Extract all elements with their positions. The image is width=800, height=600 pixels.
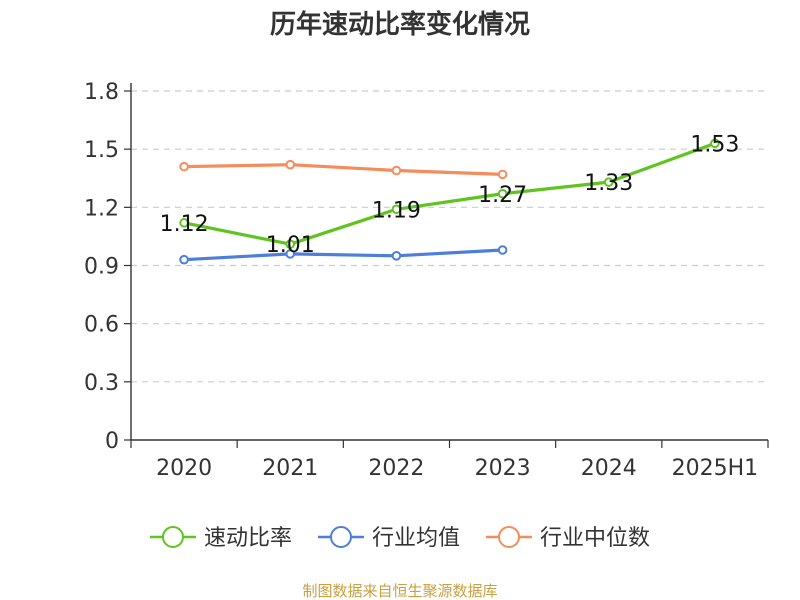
source-note: 制图数据来自恒生聚源数据库 [302, 582, 497, 600]
data-point [391, 251, 402, 261]
data-point [179, 254, 189, 265]
legend[interactable]: 速动比率 行业均值 行业中位数 [149, 526, 650, 551]
data-point [285, 239, 296, 249]
y-tick-label: 1.8 [84, 80, 119, 105]
x-tick-label: 2021 [262, 456, 318, 481]
data-point [710, 138, 720, 149]
y-tick-label: 0.3 [84, 371, 119, 396]
y-tick-label: 1.5 [84, 138, 119, 163]
data-point [179, 161, 189, 172]
series-line [182, 248, 505, 262]
legend-item[interactable]: 行业均值 [317, 526, 460, 551]
data-point [497, 188, 508, 199]
x-tick-label: 2025H1 [672, 456, 759, 481]
chart-title: 历年速动比率变化情况 [270, 9, 530, 40]
x-tick-label: 2023 [475, 456, 531, 481]
data-label: 1.01 [266, 233, 315, 258]
data-point [391, 204, 402, 215]
legend-marker [161, 526, 184, 548]
data-label: 1.12 [160, 212, 209, 237]
series-lines [179, 138, 720, 265]
legend-label: 速动比率 [204, 526, 292, 551]
data-labels: 1.12 1.01 1.19 1.27 1.33 1.53 [160, 132, 740, 258]
series-line [182, 141, 717, 246]
data-point [497, 245, 508, 255]
data-point [603, 177, 614, 187]
y-tick-label: 0.9 [84, 255, 119, 280]
legend-item[interactable]: 行业中位数 [486, 526, 650, 551]
data-point [497, 169, 508, 180]
x-tick-label: 2022 [368, 456, 424, 481]
data-point [391, 165, 402, 176]
data-point [285, 159, 296, 170]
data-label: 1.27 [478, 183, 527, 208]
data-label: 1.33 [584, 171, 633, 196]
grid-lines [131, 90, 768, 383]
legend-label: 行业均值 [372, 526, 460, 551]
y-tick-label: 0 [105, 429, 119, 454]
data-label: 1.19 [372, 198, 421, 223]
y-tick-label: 0.6 [84, 313, 119, 338]
x-tick-label: 2020 [156, 456, 212, 481]
data-point [285, 249, 296, 259]
series-line [182, 163, 505, 176]
legend-item[interactable]: 速动比率 [149, 526, 292, 551]
data-label: 1.53 [690, 132, 739, 157]
data-point [179, 218, 189, 228]
legend-label: 行业中位数 [540, 526, 650, 551]
legend-marker [498, 526, 521, 548]
y-tick-label: 1.2 [84, 196, 119, 221]
axes: 0 0.3 0.6 0.9 1.2 1.5 1.8 2020 2021 2022 2023 2024 2… [84, 80, 769, 481]
legend-marker [329, 526, 352, 548]
x-tick-label: 2024 [581, 456, 637, 481]
